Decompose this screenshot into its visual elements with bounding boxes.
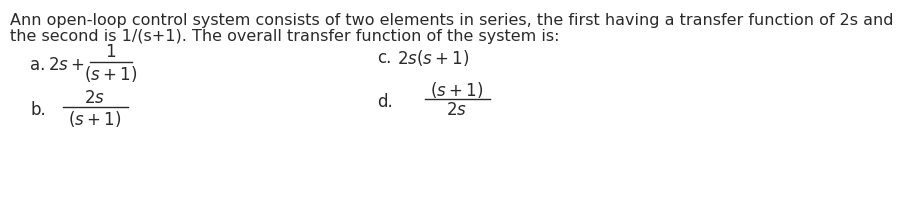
Text: $2s$: $2s$ — [447, 101, 468, 119]
Text: $(s+1)$: $(s+1)$ — [84, 64, 138, 84]
Text: c.: c. — [377, 49, 391, 67]
Text: a.: a. — [30, 56, 46, 74]
Text: Ann open-loop control system consists of two elements in series, the first havin: Ann open-loop control system consists of… — [9, 13, 893, 28]
Text: $(s+1)$: $(s+1)$ — [68, 109, 121, 129]
Text: $(s+1)$: $(s+1)$ — [430, 80, 483, 100]
Text: b.: b. — [30, 101, 46, 119]
Text: 1: 1 — [105, 43, 116, 61]
Text: $2s(s+1)$: $2s(s+1)$ — [397, 48, 470, 68]
Text: the second is 1/(s+1). The overall transfer function of the system is:: the second is 1/(s+1). The overall trans… — [9, 29, 559, 44]
Text: $2s+$: $2s+$ — [48, 56, 84, 74]
Text: $2s$: $2s$ — [84, 89, 105, 107]
Text: d.: d. — [377, 93, 392, 111]
